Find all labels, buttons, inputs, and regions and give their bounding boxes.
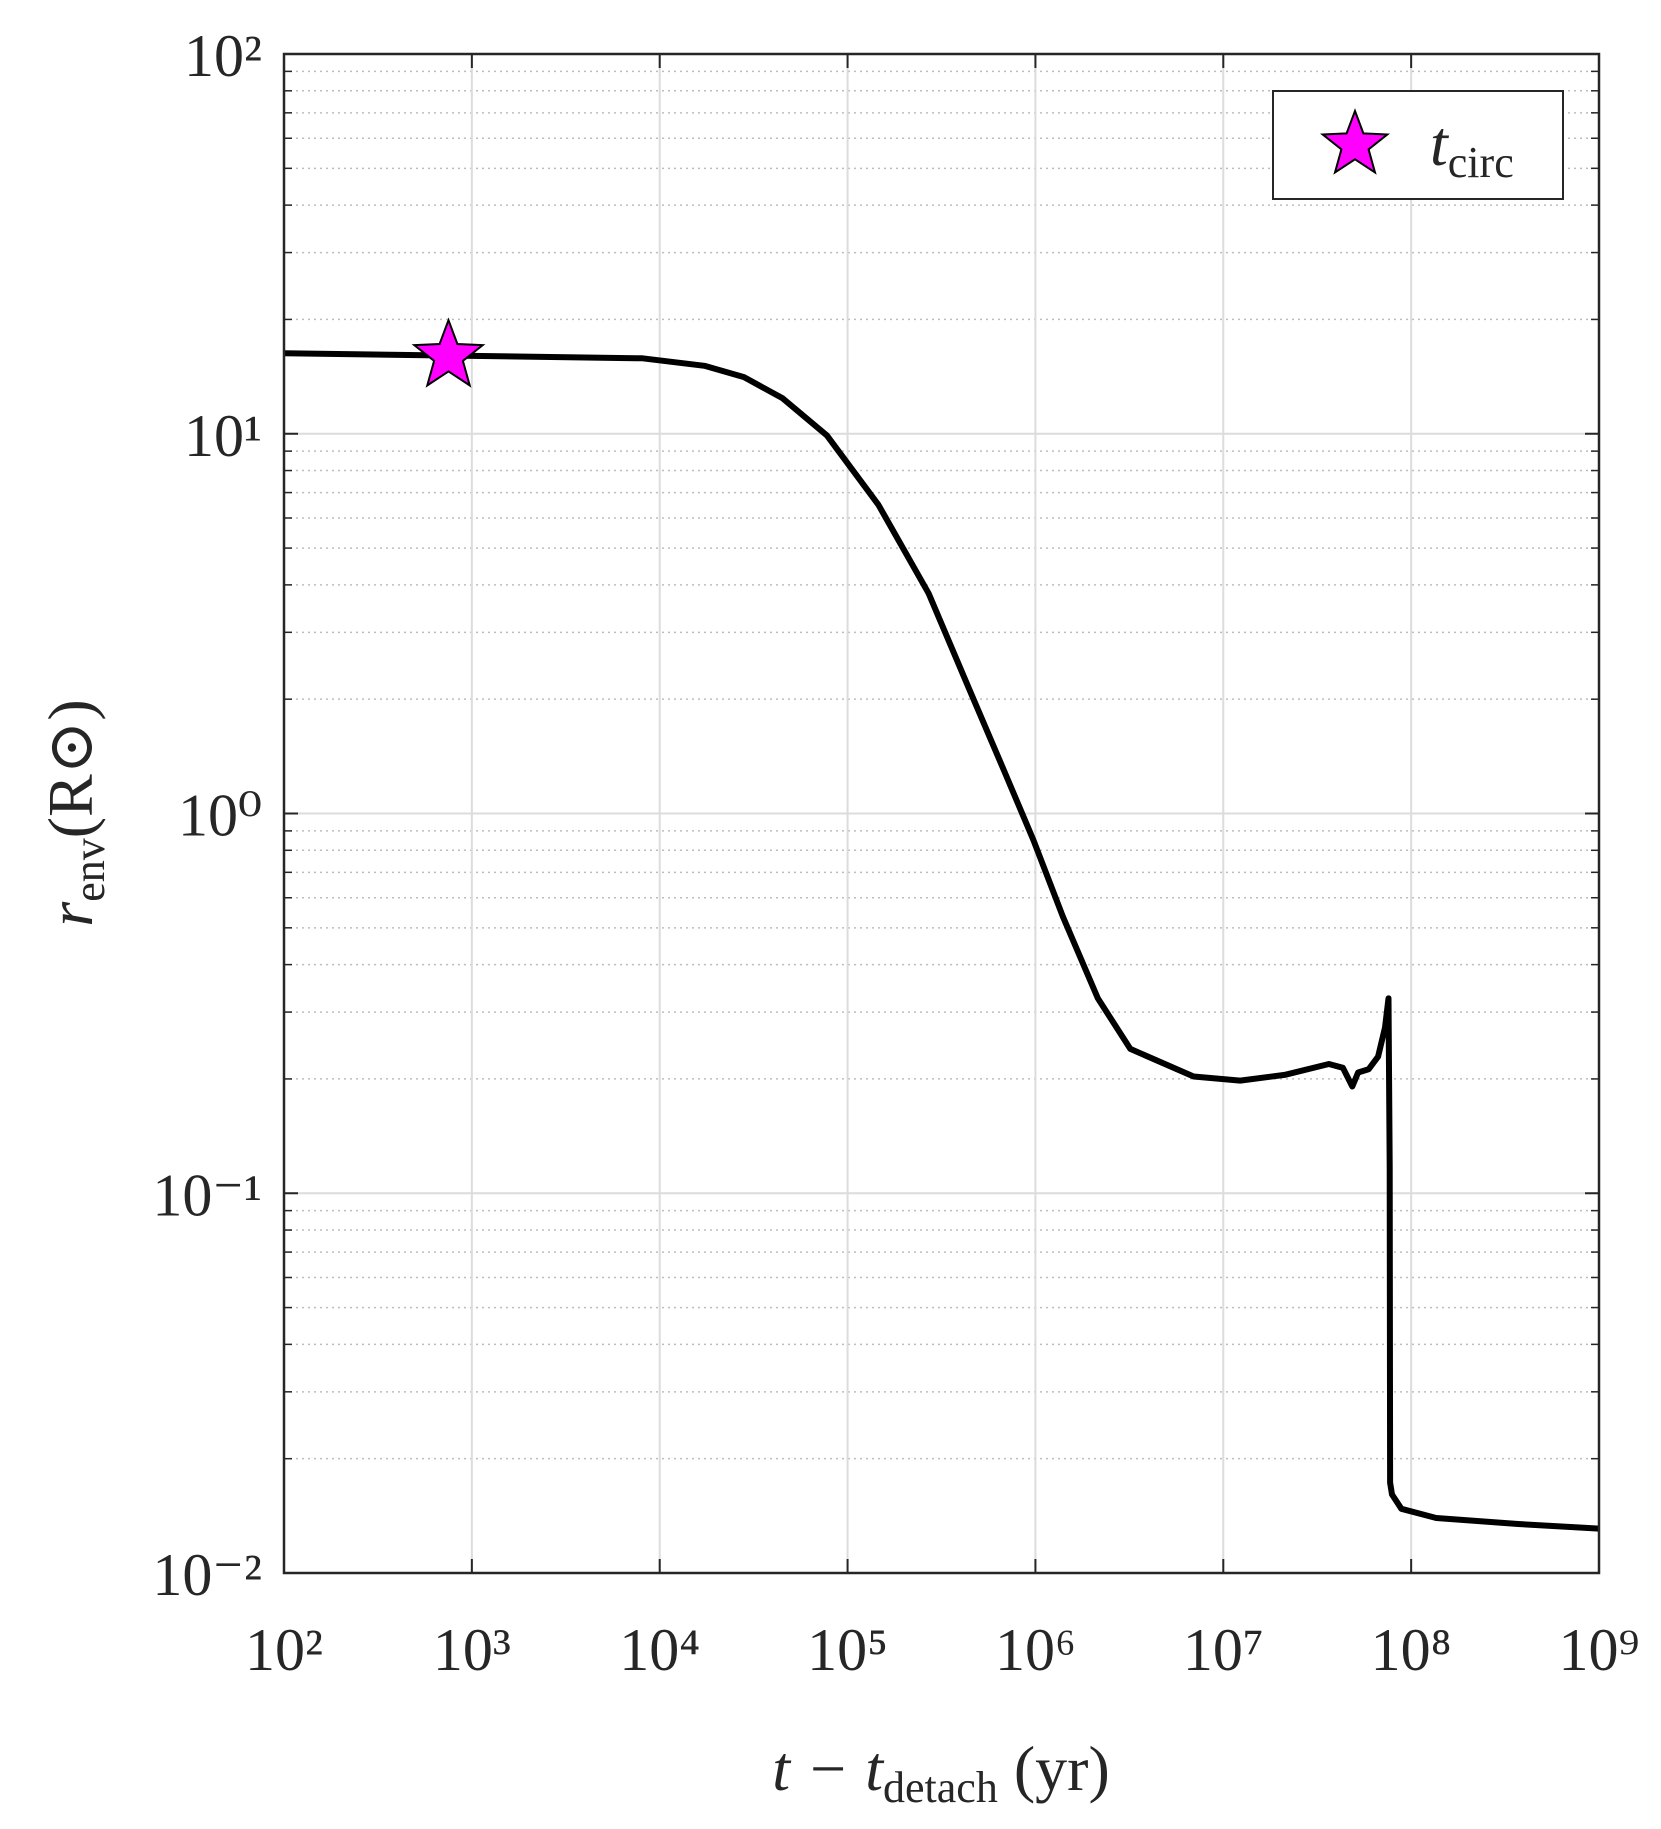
x-tick-label: 10⁷	[1183, 1617, 1264, 1683]
y-label-main: r	[35, 901, 106, 927]
data-line	[283, 350, 1600, 1532]
y-axis-label: renv(R⊙)	[35, 699, 114, 926]
y-tick-label: 10⁰	[178, 783, 262, 849]
x-tick-label: 10⁸	[1371, 1617, 1452, 1683]
x-tick-label: 10⁵	[807, 1617, 888, 1683]
y-tick-label: 10⁻¹	[152, 1162, 262, 1228]
x-label-sub: detach	[883, 1763, 998, 1812]
x-tick-label: 10²	[245, 1617, 323, 1683]
y-label-sub: env	[65, 838, 114, 902]
plot-area	[283, 317, 1600, 1532]
legend-label: tcirc	[1430, 108, 1514, 187]
axes-box	[282, 52, 1601, 1575]
x-axis-label: t − tdetach (yr)	[772, 1733, 1110, 1812]
star-marker	[411, 317, 486, 388]
y-tick-label: 10¹	[184, 403, 262, 469]
x-label-main: t − t	[772, 1733, 885, 1804]
x-tick-label: 10³	[433, 1617, 511, 1683]
x-label-tail: (yr)	[998, 1733, 1110, 1804]
x-tick-label: 10⁶	[995, 1617, 1076, 1683]
y-tick-label: 10²	[184, 23, 262, 89]
y-label-tail: (R⊙)	[35, 699, 106, 838]
legend-marker	[1319, 108, 1391, 175]
legend-box	[1272, 90, 1564, 200]
x-tick-label: 10⁴	[619, 1617, 700, 1683]
legend-main: t	[1430, 108, 1450, 179]
legend-sub: circ	[1448, 138, 1514, 187]
y-tick-label: 10⁻²	[152, 1542, 262, 1608]
x-tick-label: 10⁹	[1559, 1617, 1640, 1683]
